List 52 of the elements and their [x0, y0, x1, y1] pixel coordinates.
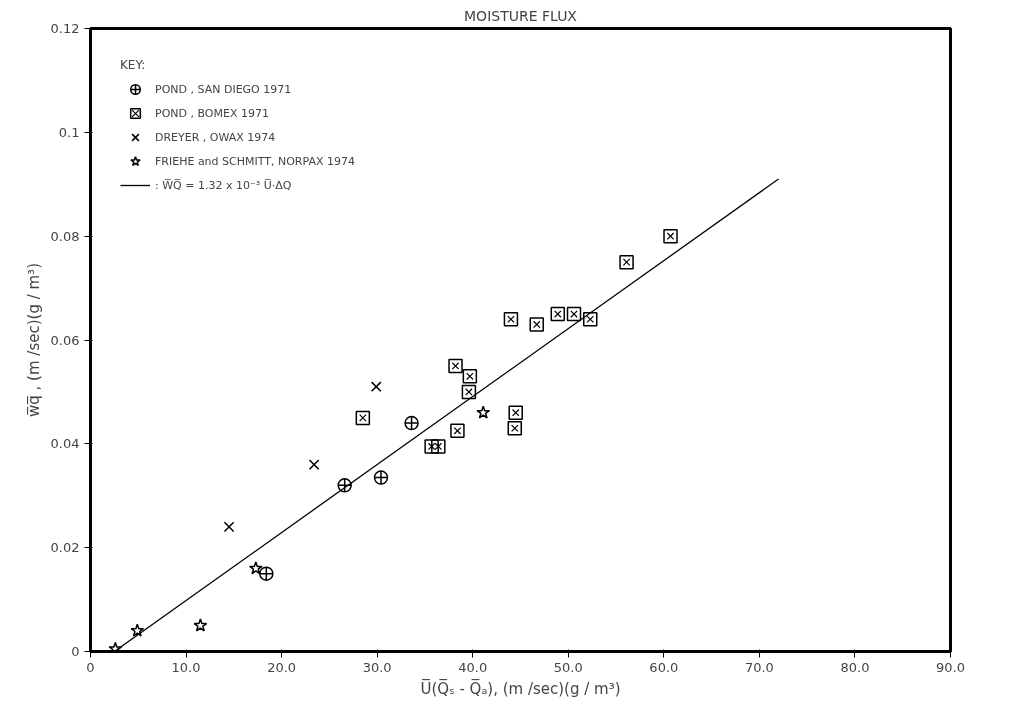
- x-tick-label: 50.0: [553, 659, 583, 675]
- x-tick-label: 30.0: [362, 659, 392, 675]
- point: [550, 306, 566, 322]
- point: [507, 421, 523, 436]
- x-axis-title: U̅(Q̅ₛ - Q̅ₐ), (m /sec)(g / m³): [420, 678, 621, 698]
- x-tick-label: 70.0: [744, 659, 774, 675]
- legend-title: KEY:: [120, 58, 147, 72]
- point: [248, 561, 263, 575]
- y-tick-label: 0.12: [50, 21, 80, 36]
- chart-title: MOISTURE FLUX: [464, 7, 578, 24]
- point: [130, 623, 145, 637]
- y-tick-label: 0.06: [50, 332, 80, 348]
- point: [450, 423, 465, 439]
- x-tick-label: 80.0: [840, 659, 870, 675]
- point: [431, 439, 446, 454]
- point: [503, 311, 519, 327]
- x-tick-label: 0: [86, 659, 95, 675]
- legend-label: POND , SAN DIEGO 1971: [155, 81, 292, 98]
- point: [193, 618, 208, 632]
- y-tick-label: 0.04: [50, 436, 80, 452]
- point: [461, 384, 477, 400]
- legend-label: FRIEHE and SCHMITT, NORPAX 1974: [155, 153, 355, 170]
- point: [223, 521, 235, 533]
- y-tick-label: 0.02: [50, 540, 80, 556]
- x-tick-label: 60.0: [649, 659, 679, 675]
- point: [566, 306, 582, 322]
- x-tick-label: 90.0: [936, 659, 965, 675]
- point: [583, 311, 598, 327]
- point: [424, 439, 439, 454]
- y-tick-label: 0: [71, 644, 80, 659]
- point: [373, 470, 389, 485]
- point: [448, 358, 463, 374]
- x-tick-label: 40.0: [458, 659, 488, 675]
- point: [663, 228, 678, 244]
- point: [529, 317, 544, 332]
- x-tick-label: 10.0: [171, 659, 201, 675]
- y-axis-title: w̅q̅ , (m /sec)(g / m³): [24, 263, 43, 417]
- legend-label: DREYER , OWAX 1974: [155, 129, 276, 146]
- legend-label: POND , BOMEX 1971: [155, 105, 269, 122]
- point: [404, 415, 419, 431]
- y-tick-label: 0.08: [50, 228, 80, 244]
- point: [370, 381, 382, 393]
- legend-label: : W̅Q̅ = 1.32 x 10⁻³ U̅·ΔQ: [155, 177, 292, 194]
- point: [476, 405, 491, 419]
- point: [337, 478, 352, 493]
- point: [259, 566, 274, 581]
- point: [308, 459, 320, 470]
- point: [355, 410, 371, 426]
- point: [462, 369, 478, 384]
- x-tick-label: 20.0: [267, 659, 297, 675]
- point: [619, 254, 634, 270]
- y-tick-label: 0.1: [58, 124, 80, 140]
